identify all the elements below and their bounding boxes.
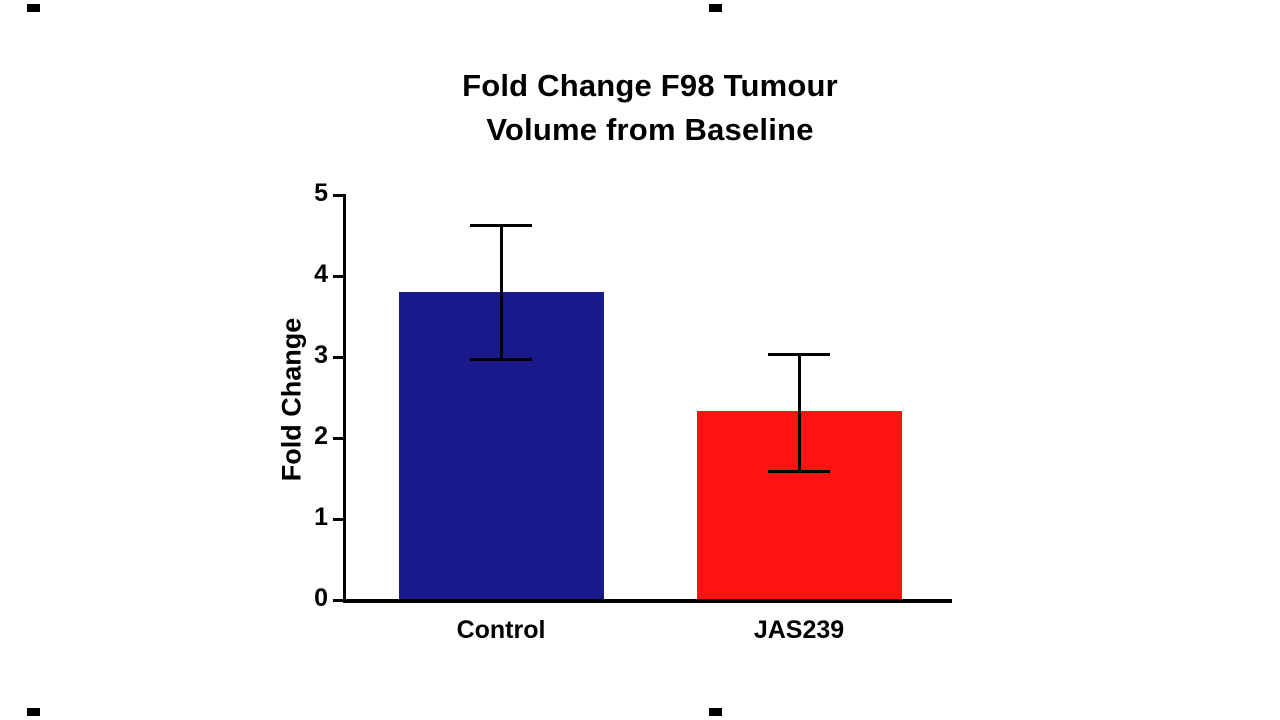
corner-mark-bottom-left (27, 708, 40, 716)
chart-title: Fold Change F98 Tumour Volume from Basel… (300, 64, 1000, 152)
error-bar-cap-top-jas239 (768, 353, 830, 357)
corner-mark-top-right (709, 4, 722, 12)
y-tick-mark (333, 274, 345, 278)
error-bar-cap-bottom-control (470, 357, 532, 361)
x-category-label-jas239: JAS239 (753, 616, 845, 644)
y-tick-label: 0 (314, 584, 328, 612)
x-category-label-control: Control (456, 616, 546, 644)
y-tick-mark (333, 436, 345, 440)
y-tick-mark (333, 193, 345, 197)
y-tick-mark (333, 355, 345, 359)
y-tick-label: 5 (314, 179, 328, 207)
error-bar-cap-bottom-jas239 (768, 469, 830, 473)
chart-title-line-1: Fold Change F98 Tumour (462, 68, 838, 103)
y-tick-mark (333, 517, 345, 521)
y-tick-mark (333, 598, 345, 602)
corner-mark-top-left (27, 4, 40, 12)
error-bar-line-jas239 (797, 354, 801, 472)
error-bar-line-control (499, 225, 503, 360)
y-tick-label: 3 (314, 341, 328, 369)
corner-mark-bottom-right (709, 708, 722, 716)
x-axis-line (343, 599, 952, 603)
chart-title-line-2: Volume from Baseline (486, 112, 814, 148)
y-axis-line (343, 194, 346, 602)
y-tick-label: 4 (314, 260, 328, 288)
y-tick-label: 2 (314, 422, 328, 450)
error-bar-cap-top-control (470, 224, 532, 228)
y-tick-label: 1 (314, 503, 328, 531)
